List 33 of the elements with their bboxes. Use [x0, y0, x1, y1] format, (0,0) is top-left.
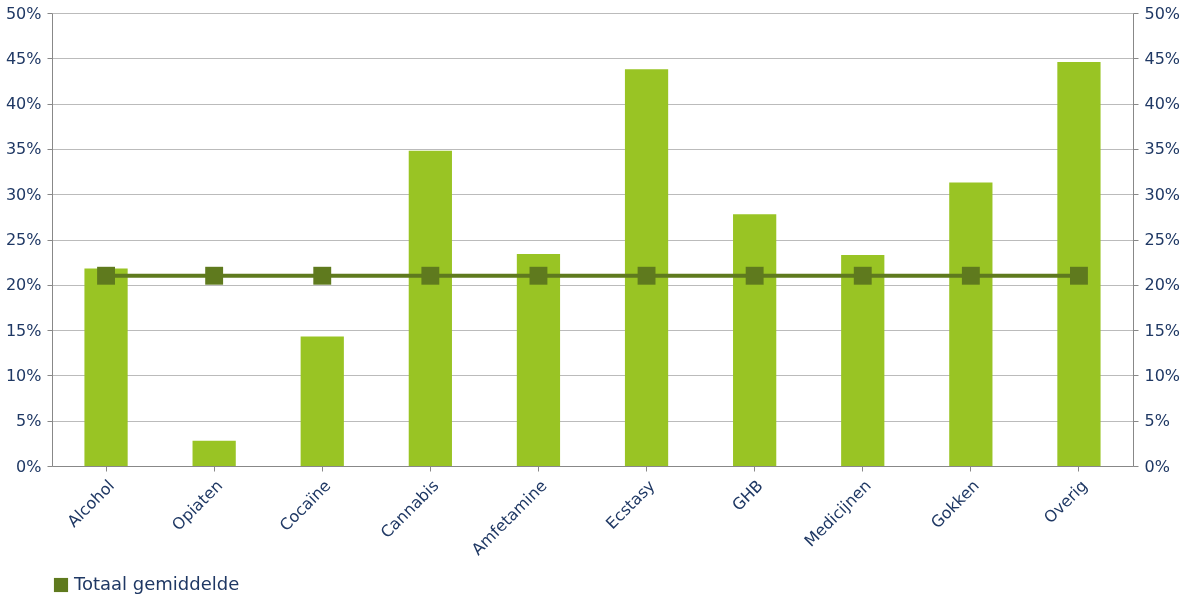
y2-tick-label: 50%: [1144, 3, 1181, 23]
y-tick-label: 25%: [5, 230, 42, 249]
y2-tick-label: 45%: [1144, 48, 1181, 68]
bar: [516, 254, 561, 466]
y-tick-label: 5%: [16, 411, 42, 431]
bar: [949, 182, 993, 466]
y-tick-label: 35%: [5, 139, 42, 159]
y2-tick-label: 5%: [1144, 411, 1170, 431]
y2-tick-label: 15%: [1144, 320, 1181, 340]
y-tick-label: 50%: [5, 3, 42, 23]
bar: [733, 214, 777, 466]
y-tick-label: 15%: [5, 320, 42, 340]
y2-tick-label: 10%: [1144, 365, 1181, 385]
y-tick-label: 0%: [16, 456, 42, 476]
y2-tick-label: 20%: [1144, 275, 1181, 295]
legend-label: Totaal gemiddelde: [73, 573, 240, 594]
bar: [624, 69, 669, 466]
bar: [841, 254, 885, 466]
y2-tick-label: 40%: [1144, 94, 1181, 114]
y2-tick-label: 30%: [1144, 184, 1181, 204]
bar: [1057, 61, 1101, 466]
y2-tick-label: 35%: [1144, 139, 1181, 159]
y-tick-label: 40%: [5, 94, 42, 114]
y2-tick-label: 0%: [1144, 456, 1170, 476]
y-tick-label: 30%: [5, 184, 42, 204]
y-tick-label: 10%: [5, 365, 42, 385]
y2-tick-label: 25%: [1144, 230, 1181, 249]
y-tick-label: 45%: [5, 48, 42, 68]
bar: [84, 268, 128, 466]
bar: [192, 440, 236, 466]
bar: [300, 336, 344, 466]
bar: [408, 150, 452, 466]
y-tick-label: 20%: [5, 275, 42, 295]
